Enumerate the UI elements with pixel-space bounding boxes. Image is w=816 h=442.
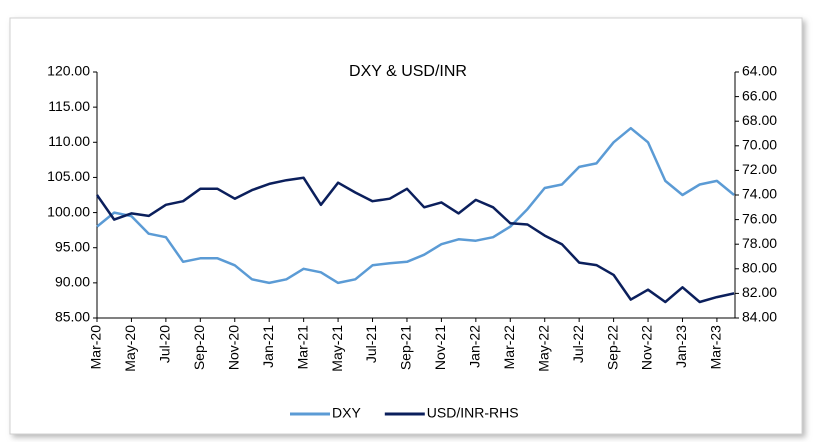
x-tick-label: Jul-21 [363, 325, 379, 363]
x-tick-label: Jul-22 [570, 325, 586, 363]
y-tick-label: 105.00 [47, 168, 90, 184]
x-tick-label: Nov-20 [225, 325, 241, 370]
y2-tick-label: 68.00 [742, 112, 777, 128]
x-tick-label: May-22 [535, 325, 551, 372]
series-line [96, 126, 735, 285]
y2-tick-label: 70.00 [742, 137, 777, 153]
y-tick-label: 110.00 [48, 133, 90, 149]
y2-tick-label: 66.00 [742, 87, 777, 103]
y2-tick-label: 74.00 [742, 186, 777, 202]
y2-tick-label: 64.00 [742, 63, 777, 79]
x-tick-label: Jan-23 [673, 325, 689, 368]
series-line [95, 176, 735, 304]
x-tick-label: Nov-22 [639, 325, 655, 370]
x-tick-label: Sep-21 [398, 325, 414, 370]
y2-tick-label: 78.00 [742, 235, 777, 251]
x-tick-label: Sep-22 [604, 325, 620, 370]
x-tick-label: May-21 [329, 325, 345, 372]
x-tick-label: May-20 [122, 325, 138, 372]
y-tick-label: 120.00 [47, 63, 90, 79]
x-tick-label: Mar-20 [88, 325, 104, 370]
x-tick-label: Jan-22 [467, 325, 483, 368]
chart-title: DXY & USD/INR [349, 63, 467, 80]
legend-label: DXY [332, 405, 361, 421]
y2-tick-label: 84.00 [742, 309, 777, 325]
y-tick-label: 115.00 [48, 98, 90, 114]
x-tick-label: Nov-21 [432, 325, 448, 370]
y-tick-label: 85.00 [55, 309, 90, 325]
x-tick-label: Mar-21 [294, 325, 310, 370]
y-tick-label: 95.00 [55, 238, 90, 254]
x-tick-label: Jan-21 [260, 325, 276, 368]
y2-tick-label: 76.00 [742, 210, 777, 226]
legend-label: USD/INR-RHS [427, 405, 519, 421]
x-tick-label: Mar-23 [708, 325, 724, 370]
y2-tick-label: 72.00 [742, 161, 777, 177]
x-tick-label: Sep-20 [191, 325, 207, 370]
y2-tick-label: 80.00 [742, 260, 777, 276]
y-tick-label: 100.00 [47, 203, 90, 219]
y-tick-label: 90.00 [55, 274, 90, 290]
x-tick-label: Jul-20 [157, 325, 173, 363]
y2-tick-label: 82.00 [742, 284, 777, 300]
x-tick-label: Mar-22 [501, 325, 517, 370]
